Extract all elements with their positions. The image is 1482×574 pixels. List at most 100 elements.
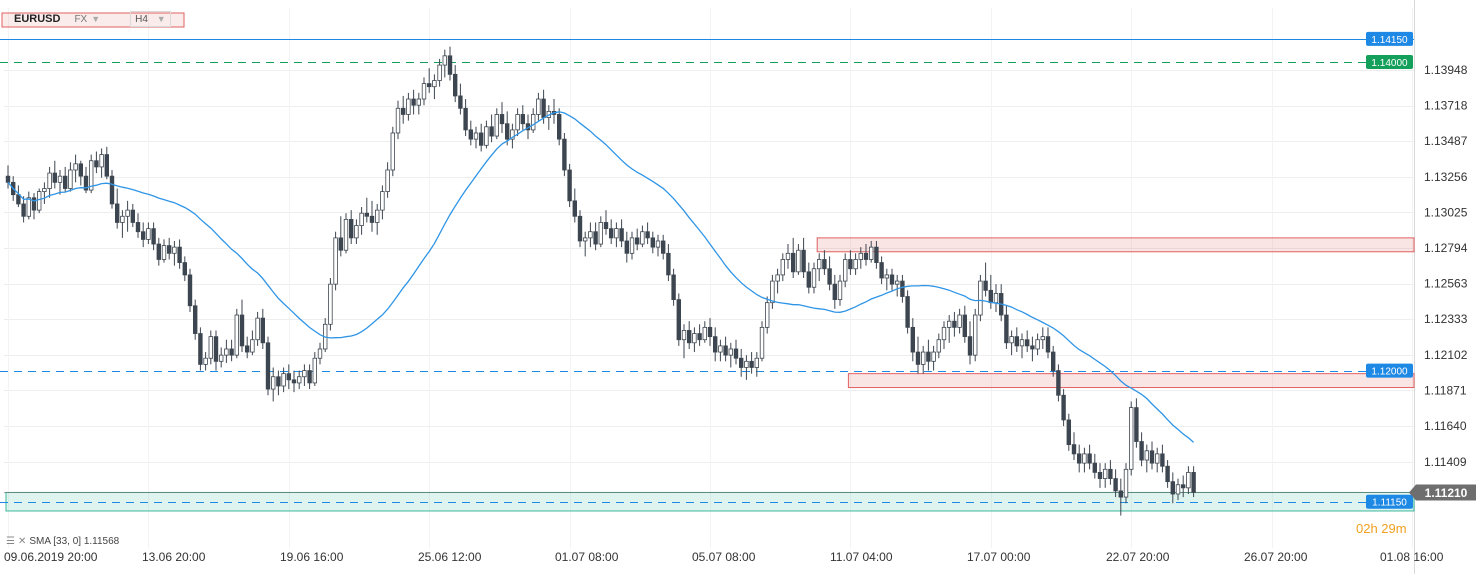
candle[interactable] bbox=[884, 268, 889, 291]
candle[interactable] bbox=[1087, 444, 1092, 470]
candle[interactable] bbox=[198, 327, 203, 371]
close-icon[interactable]: ✕ bbox=[17, 536, 27, 547]
candle[interactable] bbox=[473, 126, 479, 149]
candle[interactable] bbox=[723, 336, 728, 362]
candle[interactable] bbox=[364, 197, 369, 223]
candle[interactable] bbox=[146, 222, 151, 245]
candle[interactable] bbox=[1113, 469, 1118, 498]
candle[interactable] bbox=[478, 123, 484, 152]
candle[interactable] bbox=[83, 166, 89, 194]
candle[interactable] bbox=[577, 210, 583, 248]
candle[interactable] bbox=[307, 364, 312, 390]
candle[interactable] bbox=[681, 324, 687, 359]
candle[interactable] bbox=[832, 274, 837, 309]
candle[interactable] bbox=[562, 132, 567, 177]
chevron-down-icon[interactable]: ▼ bbox=[156, 14, 166, 24]
candle[interactable] bbox=[374, 203, 380, 235]
candle[interactable] bbox=[889, 268, 895, 291]
candle[interactable] bbox=[895, 274, 900, 297]
candle[interactable] bbox=[385, 162, 390, 198]
candle[interactable] bbox=[801, 237, 806, 278]
candle[interactable] bbox=[739, 348, 744, 377]
indicator-legend[interactable]: ☰ ✕ SMA [33, 0] 1.11568 bbox=[6, 536, 119, 547]
symbol-header[interactable]: EURUSD FX ▼ H4 ▼ bbox=[2, 11, 171, 27]
candle[interactable] bbox=[432, 74, 437, 100]
candle[interactable] bbox=[239, 299, 245, 353]
candle[interactable] bbox=[452, 65, 458, 103]
candle[interactable] bbox=[369, 200, 375, 232]
candle[interactable] bbox=[270, 367, 276, 402]
candle[interactable] bbox=[557, 108, 562, 146]
candle[interactable] bbox=[99, 148, 104, 178]
candle[interactable] bbox=[1061, 389, 1066, 427]
candle[interactable] bbox=[359, 207, 364, 235]
candle[interactable] bbox=[572, 188, 577, 223]
candle[interactable] bbox=[224, 339, 229, 363]
candle[interactable] bbox=[598, 216, 603, 248]
candle[interactable] bbox=[973, 308, 978, 362]
candle[interactable] bbox=[31, 193, 37, 220]
candle[interactable] bbox=[140, 222, 146, 248]
candle[interactable] bbox=[900, 274, 905, 303]
candle[interactable] bbox=[16, 185, 21, 208]
candle[interactable] bbox=[879, 256, 884, 285]
candle[interactable] bbox=[166, 237, 172, 260]
candle[interactable] bbox=[1056, 364, 1061, 402]
candle[interactable] bbox=[1108, 460, 1113, 485]
candle[interactable] bbox=[796, 244, 801, 275]
candle[interactable] bbox=[395, 100, 401, 140]
candle[interactable] bbox=[442, 49, 447, 78]
candle[interactable] bbox=[416, 92, 421, 115]
candle[interactable] bbox=[302, 364, 307, 386]
candle[interactable] bbox=[135, 213, 141, 238]
candle[interactable] bbox=[26, 191, 31, 220]
candle[interactable] bbox=[338, 216, 343, 257]
candle[interactable] bbox=[104, 146, 109, 180]
candle[interactable] bbox=[109, 170, 115, 209]
candle[interactable] bbox=[1165, 460, 1170, 488]
candle[interactable] bbox=[1014, 327, 1019, 353]
candle[interactable] bbox=[952, 311, 957, 337]
candle[interactable] bbox=[837, 274, 843, 306]
candle[interactable] bbox=[1025, 330, 1030, 353]
candle[interactable] bbox=[583, 231, 588, 257]
candle[interactable] bbox=[1118, 478, 1123, 516]
candle[interactable] bbox=[817, 253, 822, 282]
candle[interactable] bbox=[869, 240, 874, 263]
candle[interactable] bbox=[37, 188, 42, 214]
candle[interactable] bbox=[531, 108, 536, 133]
candle[interactable] bbox=[848, 250, 853, 275]
candle[interactable] bbox=[322, 318, 328, 353]
candle[interactable] bbox=[775, 268, 780, 294]
candle[interactable] bbox=[692, 327, 697, 353]
candle[interactable] bbox=[229, 339, 234, 362]
candle[interactable] bbox=[504, 111, 510, 146]
price-axis[interactable]: 1.13948 1.13718 1.13487 1.13256 1.13025 1.127… bbox=[1424, 63, 1468, 469]
candle[interactable] bbox=[905, 290, 910, 334]
candle[interactable] bbox=[791, 237, 796, 278]
candle[interactable] bbox=[1191, 466, 1196, 498]
candle[interactable] bbox=[312, 352, 317, 386]
candle[interactable] bbox=[203, 352, 208, 371]
candle[interactable] bbox=[1019, 333, 1025, 359]
candle[interactable] bbox=[1040, 327, 1045, 349]
candle[interactable] bbox=[437, 58, 442, 87]
candle[interactable] bbox=[494, 108, 499, 140]
candle[interactable] bbox=[941, 321, 947, 349]
candle[interactable] bbox=[1051, 345, 1056, 377]
candle[interactable] bbox=[593, 222, 598, 251]
candle[interactable] bbox=[328, 278, 333, 331]
candle[interactable] bbox=[255, 311, 260, 346]
candle[interactable] bbox=[380, 185, 385, 220]
candle[interactable] bbox=[1170, 472, 1175, 504]
candle[interactable] bbox=[843, 253, 848, 288]
candle[interactable] bbox=[978, 274, 983, 322]
candle[interactable] bbox=[120, 210, 125, 238]
candle[interactable] bbox=[1004, 305, 1009, 349]
candle[interactable] bbox=[468, 120, 473, 146]
candle[interactable] bbox=[281, 367, 286, 393]
candle[interactable] bbox=[406, 92, 411, 121]
time-axis[interactable]: 09.06.2019 20:00 13.06 20:00 19.06 16:00 25… bbox=[4, 550, 1444, 564]
candle[interactable] bbox=[260, 308, 265, 349]
candle[interactable] bbox=[21, 196, 26, 223]
